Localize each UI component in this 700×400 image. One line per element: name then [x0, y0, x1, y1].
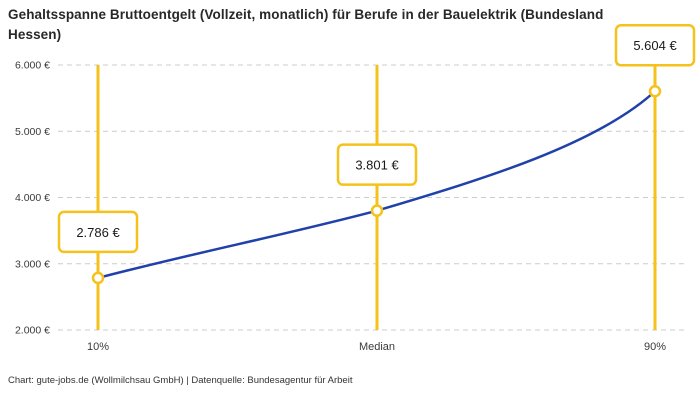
value-label: 3.801 € — [355, 158, 399, 173]
value-label-box — [614, 23, 696, 67]
footer-credit: Chart: gute-jobs.de (Wollmilchsau GmbH) … — [8, 375, 353, 386]
y-axis-tick-label: 4.000 € — [15, 192, 50, 204]
y-axis-tick-label: 2.000 € — [15, 325, 50, 337]
x-axis-tick-label: 90% — [644, 341, 666, 353]
value-label: 5.604 € — [633, 38, 677, 53]
chart-title: Gehaltsspanne Bruttoentgelt (Vollzeit, m… — [8, 7, 604, 42]
value-label: 2.786 € — [76, 225, 120, 240]
data-point-marker — [370, 204, 384, 217]
x-axis-tick-label: Median — [359, 341, 395, 353]
y-axis-tick-label: 6.000 € — [15, 60, 50, 72]
value-label-box — [336, 143, 418, 186]
value-label-box — [57, 210, 139, 254]
x-axis-tick-label: 10% — [87, 341, 109, 353]
data-point-marker — [91, 271, 105, 285]
y-axis-tick-label: 3.000 € — [15, 258, 50, 270]
data-point-marker — [648, 84, 662, 98]
y-axis-tick-label: 5.000 € — [15, 126, 50, 138]
